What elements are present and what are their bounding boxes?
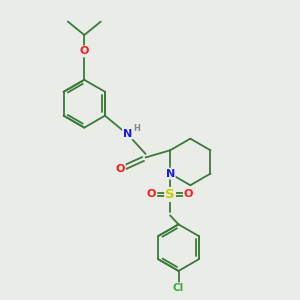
- Text: N: N: [166, 169, 175, 178]
- Text: N: N: [123, 129, 132, 139]
- Text: O: O: [116, 164, 125, 174]
- Text: H: H: [133, 124, 140, 133]
- Text: S: S: [165, 188, 175, 201]
- Text: Cl: Cl: [173, 283, 184, 293]
- Text: O: O: [147, 190, 156, 200]
- Text: O: O: [184, 190, 193, 200]
- Text: O: O: [80, 46, 89, 56]
